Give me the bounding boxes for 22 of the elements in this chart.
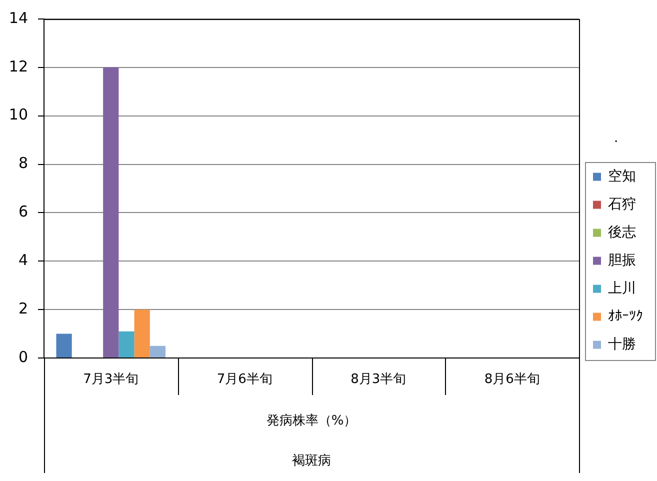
legend-label: 十勝 [608,336,636,352]
y-tick-label: 8 [18,154,28,172]
y-tick-label: 4 [18,251,28,270]
y-tick-label: 2 [18,299,28,318]
text: 褐斑病 [292,453,331,468]
y-tick-label: 6 [18,202,28,221]
legend-label: 上川 [608,280,636,296]
legend-label: ｵﾎｰﾂｸ [608,308,643,324]
x-tick-label: 7月6半旬 [216,372,272,388]
legend-label: 石狩 [608,196,636,212]
x-tick-label: 8月3半旬 [350,372,406,388]
y-tick-label: 12 [8,57,28,76]
y-tick-label: 10 [8,106,28,124]
x-tick-label: 8月6半旬 [484,372,540,388]
y-tick-label: 0 [18,348,28,366]
y-tick-label: 14 [8,8,28,27]
legend-label: 胆振 [608,252,636,268]
x-tick-label: 7月3半旬 [83,372,139,388]
legend-label: 空知 [608,168,636,184]
legend-title: . [614,131,618,146]
legend-label: 後志 [608,224,636,240]
x-axis-title: 発病株率（%） [266,412,357,429]
